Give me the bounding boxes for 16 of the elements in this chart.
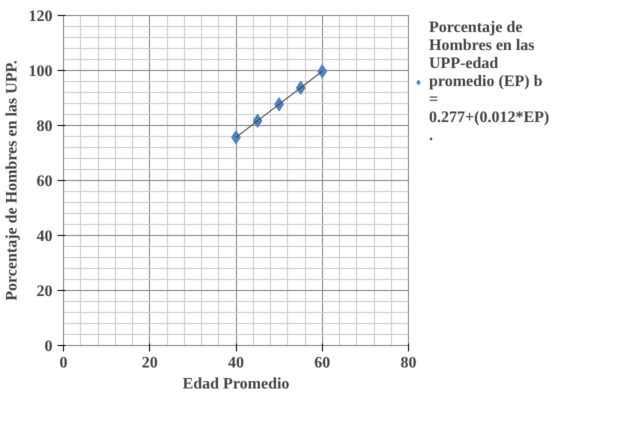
y-tick-label: 20 [36,283,52,300]
y-tick-label: 60 [36,173,52,190]
point [317,64,328,78]
x-tick-label: 20 [142,354,158,372]
y-tick-label: 120 [28,8,52,25]
x-tick-label: 40 [228,354,244,372]
x-tick-label: 60 [314,354,330,372]
x-tick-label: 0 [60,354,68,372]
y-tick-label: 0 [44,338,52,355]
legend-label: Porcentaje de Hombres en las UPP-edad promedio (EP) b = 0.277+(0.012*EP) . [429,19,550,145]
y-tick-label: 80 [36,118,52,135]
y-tick-label: 40 [36,228,52,245]
y-tick-label: 100 [28,63,52,80]
x-tick-label: 80 [400,354,416,372]
y-axis-title: Porcentaje de Hombres en las UPP. [4,60,20,301]
x-axis-title: Edad Promedio [182,376,290,392]
